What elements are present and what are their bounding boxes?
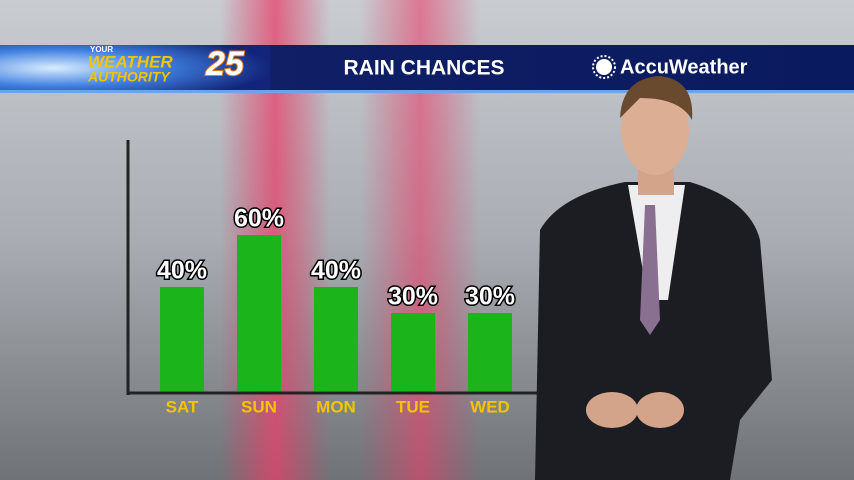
bar	[237, 235, 281, 391]
sponsor-icon	[596, 59, 612, 75]
logo-line2: AUTHORITY	[87, 69, 171, 85]
presenter-hair	[620, 76, 693, 120]
chart-title: RAIN CHANCES	[343, 57, 504, 80]
header-rule	[0, 90, 854, 93]
bar	[314, 287, 358, 391]
presenter-hands	[586, 392, 638, 428]
bar	[160, 287, 204, 391]
value-label: 30%	[388, 283, 438, 311]
category-label: SAT	[166, 397, 199, 416]
logo-line1: WEATHER	[88, 52, 173, 71]
value-label: 60%	[234, 205, 284, 233]
presenter-tie	[640, 205, 660, 335]
logo-backdrop	[0, 45, 270, 91]
presenter	[535, 76, 772, 480]
category-label: WED	[470, 397, 510, 416]
logo-small: YOUR	[90, 45, 113, 54]
category-label: TUE	[396, 397, 430, 416]
category-label: MON	[316, 397, 356, 416]
value-label: 40%	[311, 257, 361, 285]
sponsor-icon	[592, 55, 616, 79]
value-label: 30%	[465, 283, 515, 311]
logo-number: 25	[205, 45, 245, 83]
category-label: SUN	[241, 397, 277, 416]
bar	[391, 313, 435, 391]
sponsor: AccuWeather	[620, 56, 748, 78]
presenter-hands	[636, 392, 684, 428]
value-label: 40%	[157, 257, 207, 285]
bar	[468, 313, 512, 391]
presenter-face	[621, 85, 689, 175]
